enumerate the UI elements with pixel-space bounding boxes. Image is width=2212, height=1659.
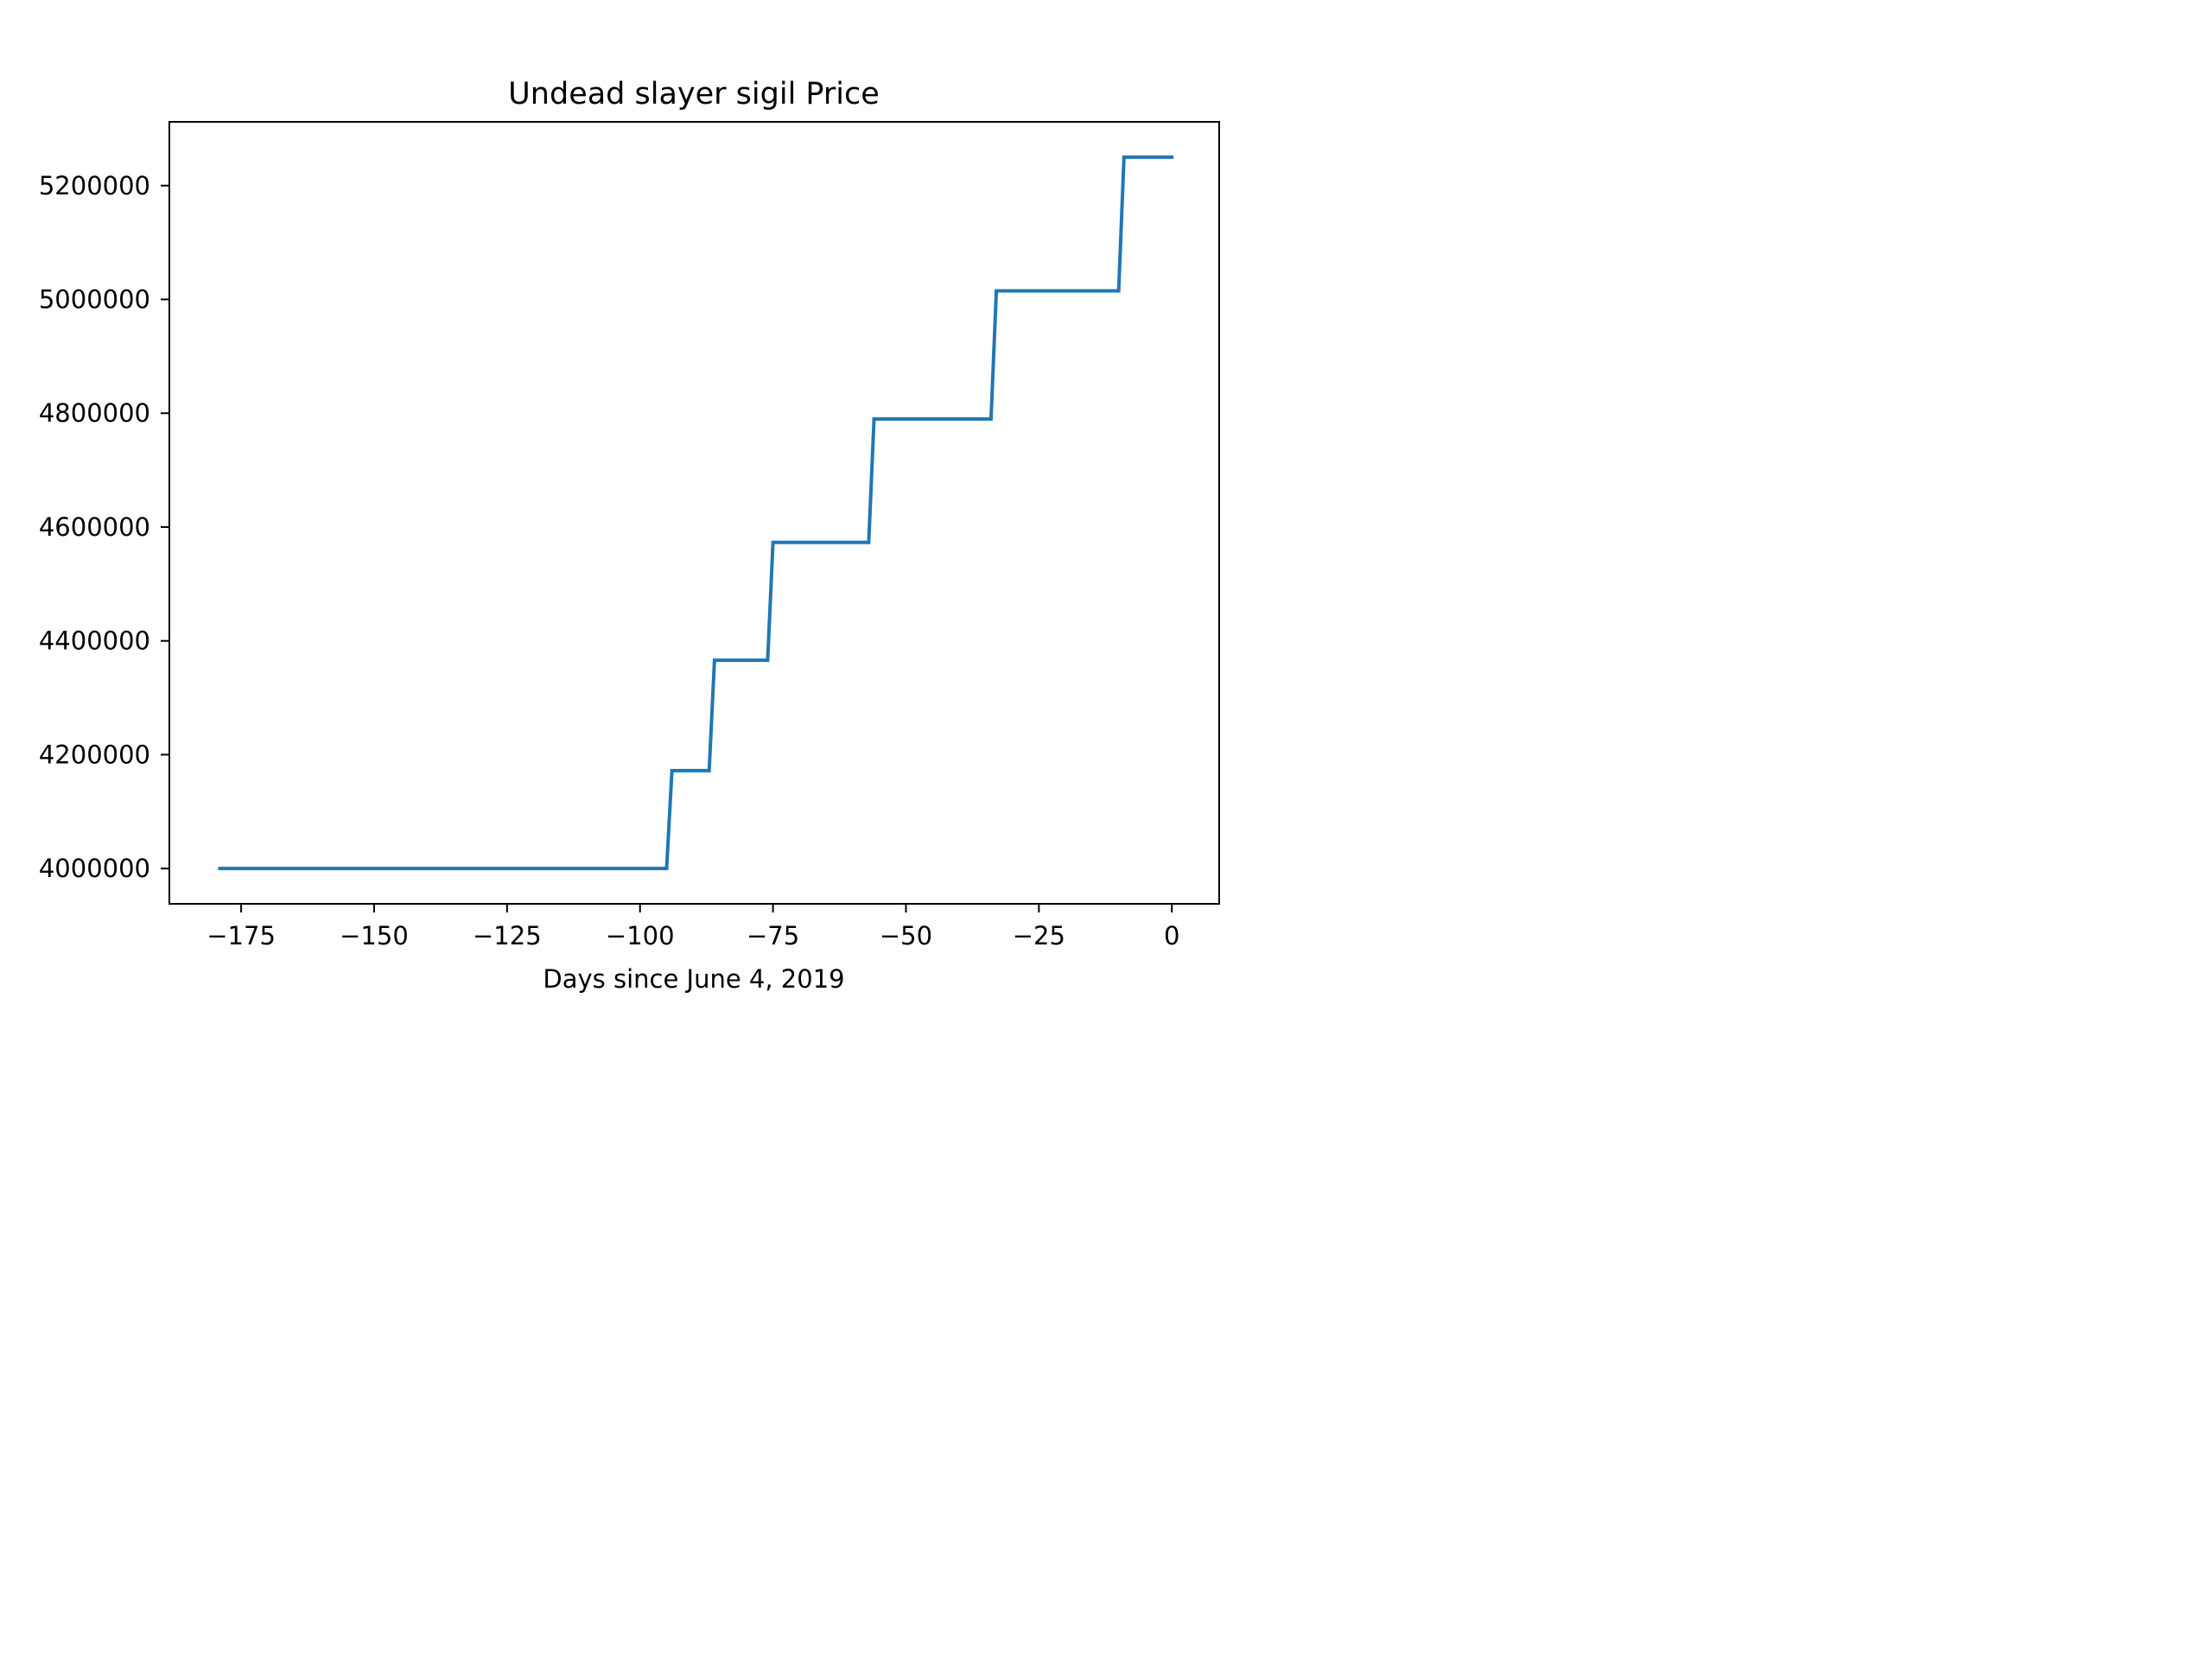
x-tick-label: −175 — [207, 921, 276, 950]
y-axis: 4000000 4200000 4400000 4600000 4800000 50000… — [39, 171, 169, 883]
y-tick-label: 5200000 — [39, 171, 150, 200]
x-tick-label: 0 — [1164, 921, 1179, 950]
x-tick-label: −150 — [340, 921, 409, 950]
x-axis: −175 −150 −125 −100 −75 −50 −25 0 — [207, 904, 1179, 950]
x-tick-label: −50 — [880, 921, 932, 950]
x-tick-label: −25 — [1013, 921, 1065, 950]
y-tick-label: 4800000 — [39, 398, 150, 428]
chart-title: Undead slayer sigil Price — [508, 77, 880, 111]
x-tick-label: −75 — [747, 921, 799, 950]
line-chart: Undead slayer sigil Price −175 −150 −125 −1… — [0, 0, 1336, 1002]
plot-frame — [168, 121, 1220, 905]
y-tick-label: 4400000 — [39, 626, 150, 656]
y-tick-label: 4200000 — [39, 740, 150, 769]
y-tick-label: 4000000 — [39, 854, 150, 883]
series-layer — [218, 155, 1174, 871]
x-tick-label: −100 — [606, 921, 675, 950]
y-tick-label: 5000000 — [39, 285, 150, 315]
x-axis-label: Days since June 4, 2019 — [543, 964, 844, 994]
x-tick-label: −125 — [473, 921, 542, 950]
y-tick-label: 4600000 — [39, 512, 150, 542]
series-line-0 — [218, 155, 1174, 871]
